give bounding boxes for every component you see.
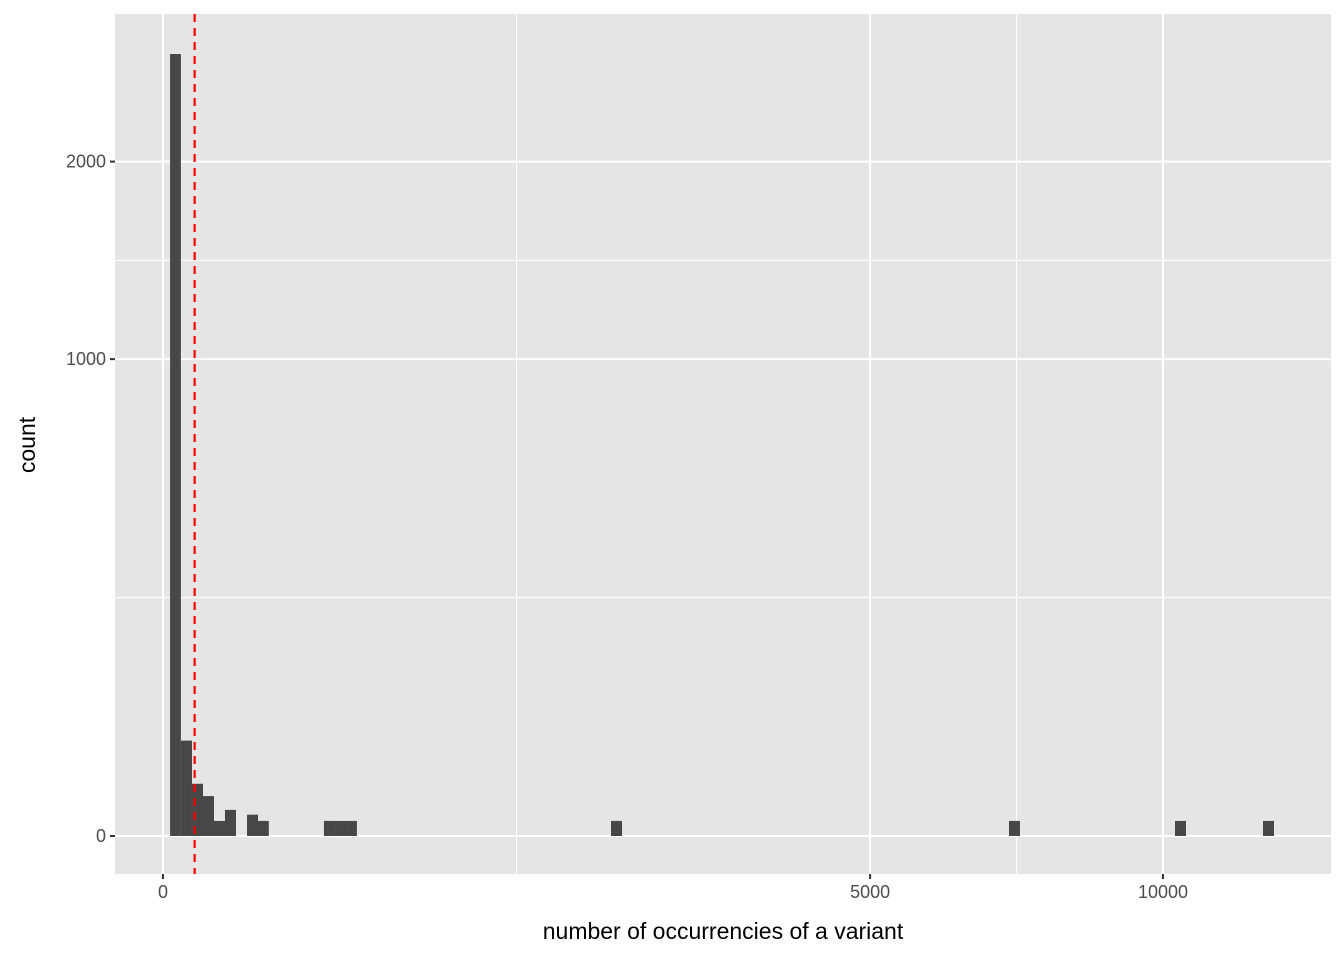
y-tick-label: 1000 — [66, 349, 106, 369]
x-axis-title: number of occurrencies of a variant — [543, 918, 904, 944]
histogram-bar — [1174, 820, 1186, 836]
histogram-bar — [610, 820, 623, 836]
histogram-bar — [203, 796, 214, 836]
histogram-bar — [323, 820, 336, 836]
histogram-bar — [335, 820, 347, 836]
histogram-bar — [346, 820, 357, 836]
y-axis-title: count — [14, 416, 40, 473]
x-tick-label: 10000 — [1138, 882, 1188, 902]
histogram-bar — [258, 820, 269, 836]
histogram-bar — [170, 54, 181, 837]
x-tick-label: 5000 — [850, 882, 890, 902]
y-tick-label: 0 — [96, 826, 106, 846]
x-tick-label: 0 — [158, 882, 168, 902]
histogram-bar — [1008, 820, 1020, 836]
histogram-bar — [191, 783, 203, 836]
histogram-bar — [1263, 820, 1274, 836]
histogram-bar — [180, 740, 192, 836]
y-tick-label: 2000 — [66, 152, 106, 172]
histogram-bar — [213, 820, 225, 836]
histogram-bar — [247, 814, 259, 836]
plot-panel — [115, 14, 1331, 874]
histogram-bar — [224, 809, 237, 836]
